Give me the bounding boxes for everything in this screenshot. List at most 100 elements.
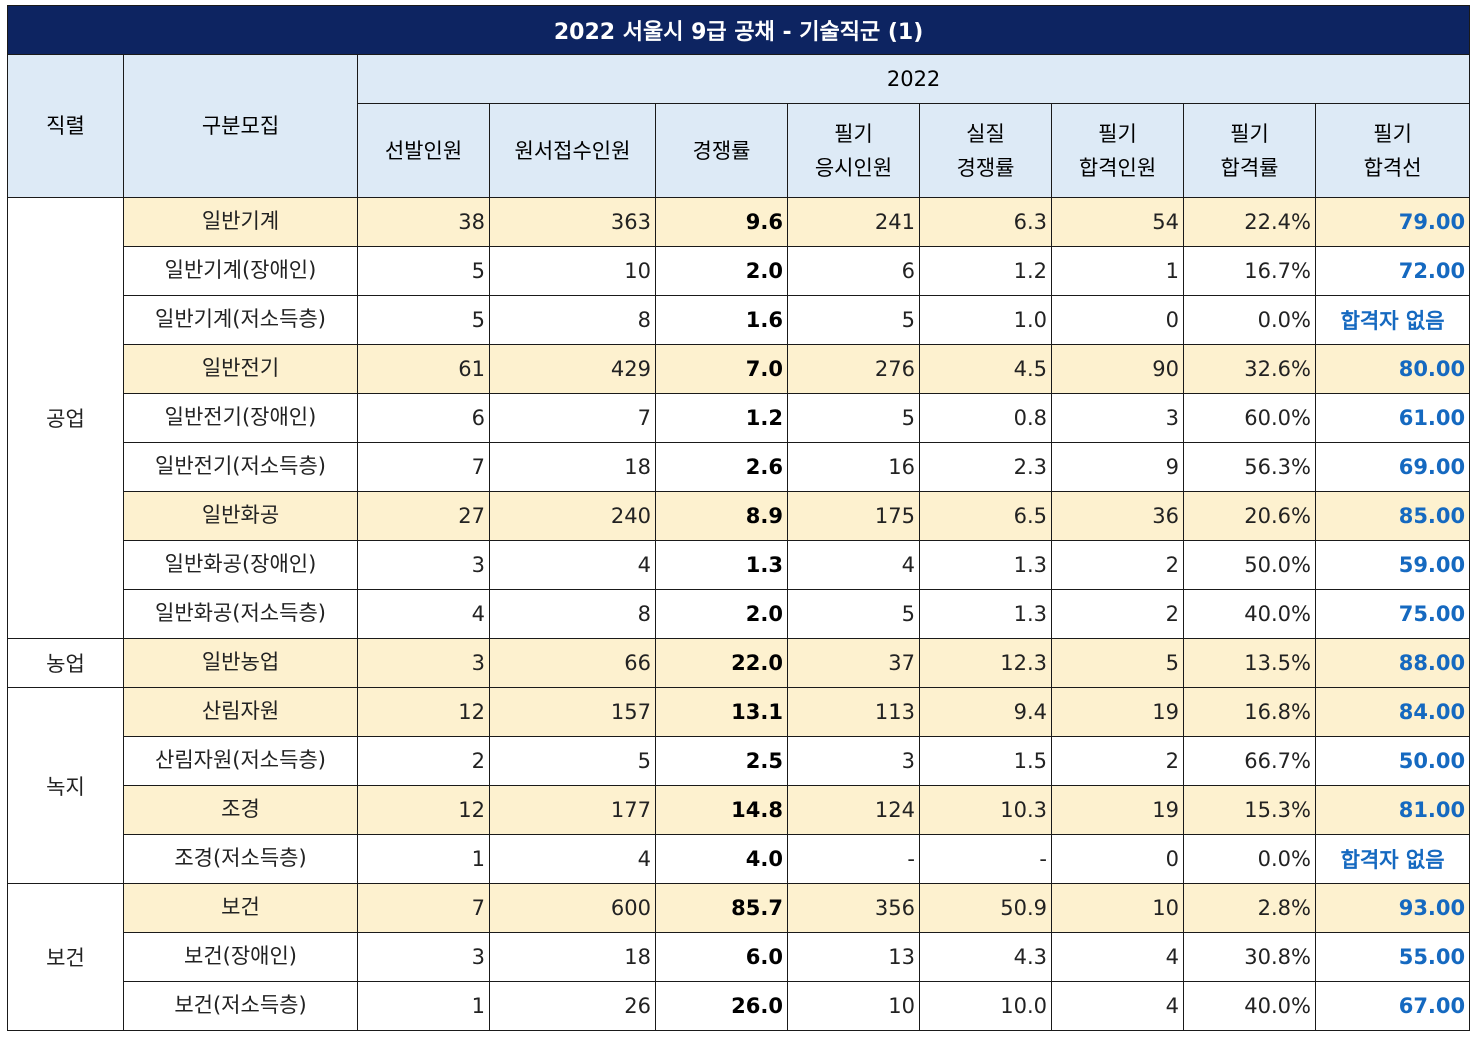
real-competition-rate-cell: 6.5 [919,491,1052,541]
table-title: 2022 서울시 9급 공채 - 기술직군 (1) [6,5,1471,55]
table-row: 일반전기(저소득층) 7 18 2.6 16 2.3 9 56.3% 69.00 [8,442,1471,492]
competition-rate-cell: 9.6 [655,197,788,247]
cutoff-score-cell: 69.00 [1314,442,1471,492]
pass-count-cell: 0 [1051,834,1184,884]
competition-rate-cell: 2.5 [655,736,788,786]
header-col-4: 실질 경쟁률 [919,103,1052,198]
selected-count-cell: 6 [357,393,490,443]
real-competition-rate-cell: 1.5 [919,736,1052,786]
cutoff-score-cell: 80.00 [1314,344,1471,394]
header-col-line: 필기 [834,121,873,146]
header-col-2: 경쟁률 [655,103,788,198]
exam-taker-count-cell: 124 [787,785,920,835]
competition-rate-cell: 4.0 [655,834,788,884]
pass-count-cell: 0 [1051,295,1184,345]
competition-rate-cell: 85.7 [655,883,788,933]
real-competition-rate-cell: - [919,834,1052,884]
exam-taker-count-cell: 276 [787,344,920,394]
cutoff-score-cell: 67.00 [1314,981,1471,1031]
table-row: 조경(저소득층) 1 4 4.0- -0 0.0% 합격자 없음 [8,834,1471,884]
header-col-line: 합격률 [1220,155,1279,180]
pass-rate-cell: 16.7% [1183,246,1316,296]
header-col-line: 경쟁률 [692,138,751,163]
competition-rate-cell: 2.6 [655,442,788,492]
cutoff-score-cell: 72.00 [1314,246,1471,296]
category-cell: 공업 [7,197,124,639]
header-col-line: 선발인원 [384,138,463,163]
real-competition-rate-cell: 9.4 [919,687,1052,737]
recruit-type-cell: 산림자원(저소득층) [123,736,358,786]
cutoff-score-cell: 59.00 [1314,540,1471,590]
recruit-type-cell: 일반기계 [123,197,358,247]
competition-rate-cell: 26.0 [655,981,788,1031]
selected-count-cell: 12 [357,785,490,835]
cutoff-score-cell: 55.00 [1314,932,1471,982]
competition-rate-cell: 1.6 [655,295,788,345]
table-row: 보건(저소득층) 1 26 26.0 10 10.0 4 40.0% 67.00 [8,981,1471,1031]
header-col-line: 경쟁률 [956,155,1015,180]
pass-rate-cell: 30.8% [1183,932,1316,982]
real-competition-rate-cell: 0.8 [919,393,1052,443]
exam-taker-count-cell: 37 [787,638,920,688]
real-competition-rate-cell: 10.3 [919,785,1052,835]
selected-count-cell: 5 [357,246,490,296]
pass-count-cell: 2 [1051,540,1184,590]
pass-rate-cell: 40.0% [1183,589,1316,639]
pass-count-cell: 4 [1051,981,1184,1031]
selected-count-cell: 27 [357,491,490,541]
real-competition-rate-cell: 50.9 [919,883,1052,933]
competition-rate-cell: 13.1 [655,687,788,737]
pass-rate-cell: 32.6% [1183,344,1316,394]
header-col-5: 필기 합격인원 [1051,103,1184,198]
pass-count-cell: 19 [1051,785,1184,835]
real-competition-rate-cell: 6.3 [919,197,1052,247]
cutoff-score-cell: 93.00 [1314,883,1471,933]
header-col-line: 합격인원 [1078,155,1157,180]
pass-count-cell: 10 [1051,883,1184,933]
table-row: 조경 12 177 14.8 124 10.3 19 15.3% 81.00 [8,785,1471,835]
selected-count-cell: 5 [357,295,490,345]
applicant-count-cell: 8 [489,295,656,345]
pass-count-cell: 9 [1051,442,1184,492]
table-row: 일반화공 27 240 8.9 175 6.5 36 20.6% 85.00 [8,491,1471,541]
real-competition-rate-cell: 10.0 [919,981,1052,1031]
real-competition-rate-cell: 1.2 [919,246,1052,296]
pass-rate-cell: 60.0% [1183,393,1316,443]
selected-count-cell: 3 [357,540,490,590]
header-col-1: 원서접수인원 [489,103,656,198]
header-year: 2022 [356,54,1471,104]
applicant-count-cell: 240 [489,491,656,541]
recruit-type-cell: 일반전기(장애인) [123,393,358,443]
pass-rate-cell: 2.8% [1183,883,1316,933]
competition-rate-cell: 7.0 [655,344,788,394]
pass-rate-cell: 13.5% [1183,638,1316,688]
recruit-type-cell: 일반전기 [123,344,358,394]
recruit-type-cell: 일반화공 [123,491,358,541]
selected-count-cell: 1 [357,834,490,884]
cutoff-score-cell: 61.00 [1314,393,1471,443]
selected-count-cell: 1 [357,981,490,1031]
table-row: 보건 보건 7 600 85.7 356 50.9 10 2.8% 93.00 [7,883,1471,1031]
exam-taker-count-cell: - [787,834,920,884]
recruit-type-cell: 산림자원 [123,687,358,737]
cutoff-score-cell: 75.00 [1314,589,1471,639]
pass-count-cell: 19 [1051,687,1184,737]
applicant-count-cell: 5 [489,736,656,786]
recruit-type-cell: 보건(저소득층) [123,981,358,1031]
pass-rate-cell: 50.0% [1183,540,1316,590]
recruit-type-cell: 보건(장애인) [123,932,358,982]
exam-taker-count-cell: 16 [787,442,920,492]
selected-count-cell: 12 [357,687,490,737]
exam-taker-count-cell: 175 [787,491,920,541]
table-row: 보건(장애인) 3 18 6.0 13 4.3 4 30.8% 55.00 [8,932,1471,982]
cutoff-score-cell: 79.00 [1314,197,1471,247]
selected-count-cell: 7 [357,883,490,933]
applicant-count-cell: 66 [489,638,656,688]
competition-rate-cell: 22.0 [655,638,788,688]
pass-count-cell: 2 [1051,736,1184,786]
header-col-7: 필기 합격선 [1314,103,1471,198]
pass-count-cell: 54 [1051,197,1184,247]
exam-taker-count-cell: 5 [787,589,920,639]
exam-taker-count-cell: 13 [787,932,920,982]
pass-rate-cell: 0.0% [1183,295,1316,345]
